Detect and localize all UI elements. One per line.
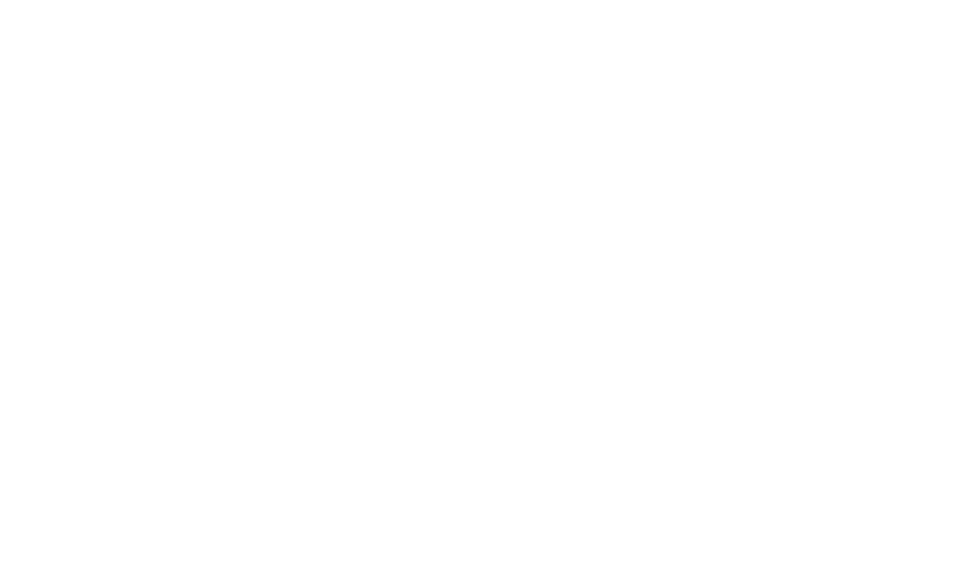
Text: Time (hr): Time (hr) [182,333,290,353]
Text: 200: 200 [476,359,513,378]
Text: chemical reaction. Its observed concentration at various time intervals is pre-: chemical reaction. Its observed concentr… [128,154,925,173]
Text: The concentration of Species D was measured as a function of time during a: The concentration of Species D was measu… [128,91,910,110]
Text: Concentration of D (mg/L): Concentration of D (mg/L) [345,333,644,353]
Text: 0: 0 [230,359,243,378]
Text: 77: 77 [482,441,508,460]
Text: 1.0: 1.0 [220,379,253,398]
Text: k: k [595,217,608,235]
Text: 90: 90 [482,420,508,439]
Bar [179,327,679,358]
Text: 2.0: 2.0 [221,400,253,419]
Text: 142: 142 [476,379,513,398]
Text: being removed or produced?: being removed or produced? [128,279,423,298]
Text: sented below. Determine the reaction order and rate constant,: sented below. Determine the reaction ord… [128,217,775,235]
Text: 111: 111 [475,400,514,419]
Text: 3.0: 3.0 [221,420,253,439]
Text: 5.0: 5.0 [220,461,253,480]
Text: 4.0: 4.0 [221,441,253,460]
Text: 67: 67 [482,461,508,480]
Text: . Is Species D: . Is Species D [608,217,746,235]
